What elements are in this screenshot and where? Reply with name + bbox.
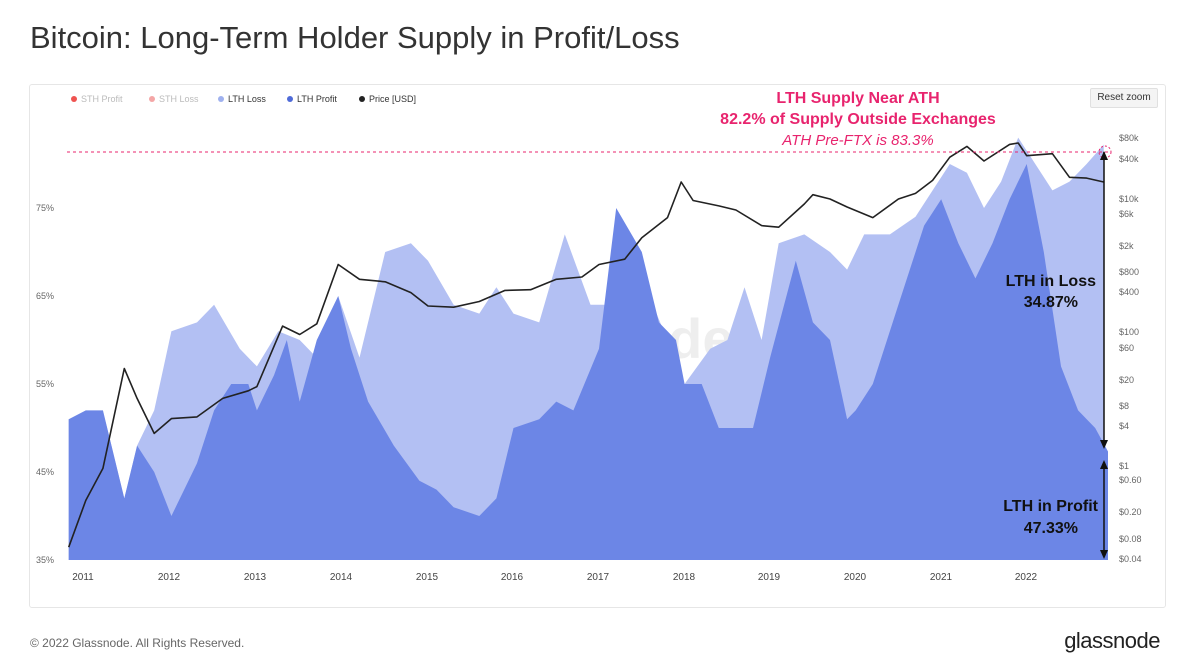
x-axis-tick: 2013 xyxy=(244,572,267,583)
annotation-ath-supply: 82.2% of Supply Outside Exchanges xyxy=(720,111,996,128)
left-axis-tick: 45% xyxy=(36,467,54,477)
legend-label: Price [USD] xyxy=(369,94,417,104)
profit-arrow-head-up xyxy=(1100,460,1108,469)
x-axis-tick: 2019 xyxy=(758,572,781,583)
legend-item-sth-profit[interactable]: STH Profit xyxy=(71,94,123,104)
profit-arrow-head-down xyxy=(1100,550,1108,559)
loss-arrow-head-up xyxy=(1100,151,1108,160)
right-axis-tick: $60 xyxy=(1119,343,1134,353)
right-axis-tick: $2k xyxy=(1119,241,1134,251)
right-axis-tick: $0.08 xyxy=(1119,534,1142,544)
left-axis-tick: 65% xyxy=(36,291,54,301)
right-axis-tick: $0.04 xyxy=(1119,554,1142,564)
x-axis-tick: 2012 xyxy=(158,572,181,583)
price-line xyxy=(67,142,1104,548)
loss-arrow-head-down xyxy=(1100,440,1108,449)
legend-item-lth-profit[interactable]: LTH Profit xyxy=(287,94,337,104)
left-axis-tick: 75% xyxy=(36,203,54,213)
x-axis-tick: 2022 xyxy=(1015,572,1038,583)
right-axis-tick: $800 xyxy=(1119,267,1139,277)
right-axis-tick: $1 xyxy=(1119,461,1129,471)
legend-label: STH Profit xyxy=(81,94,123,104)
legend-dot-icon xyxy=(218,96,224,102)
legend-item-price[interactable]: Price [USD] xyxy=(359,94,416,104)
left-axis-tick: 55% xyxy=(36,379,54,389)
x-axis-tick: 2014 xyxy=(330,572,353,583)
profit-label: LTH in Profit xyxy=(1003,498,1098,515)
x-axis-tick: 2017 xyxy=(587,572,610,583)
x-axis-tick: 2021 xyxy=(930,572,953,583)
loss-label: LTH in Loss xyxy=(1006,273,1096,290)
legend-dot-icon xyxy=(287,96,293,102)
right-axis-tick: $40k xyxy=(1119,154,1139,164)
left-axis-tick: 35% xyxy=(36,555,54,565)
right-axis-tick: $0.60 xyxy=(1119,475,1142,485)
x-axis-tick: 2018 xyxy=(673,572,696,583)
profit-value: 47.33% xyxy=(1024,520,1078,537)
legend-label: STH Loss xyxy=(159,94,199,104)
right-axis-tick: $8 xyxy=(1119,401,1129,411)
x-axis-tick: 2011 xyxy=(72,572,94,583)
right-axis-tick: $0.20 xyxy=(1119,507,1142,517)
annotation-ath-preftx: ATH Pre-FTX is 83.3% xyxy=(781,132,933,149)
legend-item-lth-loss[interactable]: LTH Loss xyxy=(218,94,266,104)
legend-dot-icon xyxy=(359,96,365,102)
legend-dot-icon xyxy=(71,96,77,102)
x-axis-tick: 2020 xyxy=(844,572,867,583)
chart-title: Bitcoin: Long-Term Holder Supply in Prof… xyxy=(30,20,680,55)
reset-zoom-button[interactable]: Reset zoom xyxy=(1090,88,1158,108)
annotation-ath-title: LTH Supply Near ATH xyxy=(776,90,939,107)
right-axis-tick: $6k xyxy=(1119,209,1134,219)
legend-item-sth-loss[interactable]: STH Loss xyxy=(149,94,199,104)
legend-label: LTH Profit xyxy=(297,94,337,104)
legend-dot-icon xyxy=(149,96,155,102)
footer-brand: glassnode xyxy=(1064,628,1160,653)
x-axis-tick: 2015 xyxy=(416,572,439,583)
right-axis-tick: $20 xyxy=(1119,375,1134,385)
right-axis-tick: $80k xyxy=(1119,133,1139,143)
x-axis-tick: 2016 xyxy=(501,572,524,583)
loss-value: 34.87% xyxy=(1024,294,1078,311)
right-axis-tick: $400 xyxy=(1119,287,1139,297)
right-axis-tick: $4 xyxy=(1119,421,1129,431)
lth-profit-area xyxy=(68,164,1109,560)
right-axis-tick: $10k xyxy=(1119,194,1139,204)
right-axis-tick: $100 xyxy=(1119,327,1139,337)
legend-label: LTH Loss xyxy=(228,94,266,104)
footer-copyright: © 2022 Glassnode. All Rights Reserved. xyxy=(30,636,245,650)
